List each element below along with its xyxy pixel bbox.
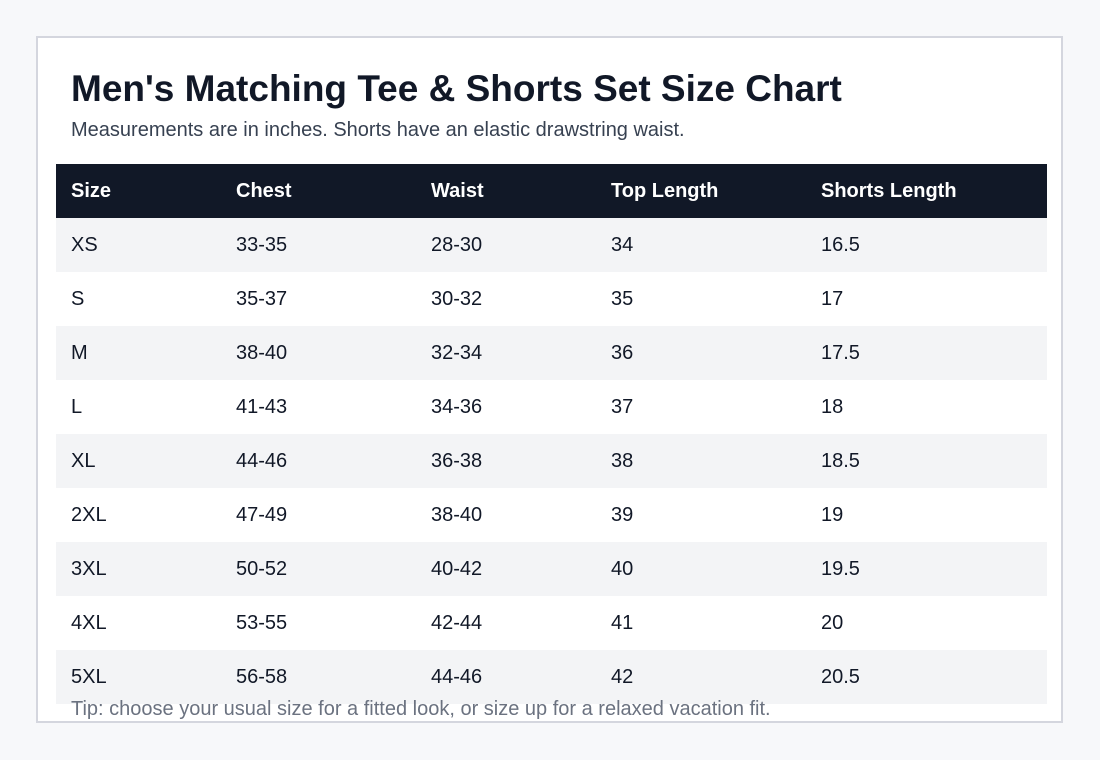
cell-shorts-length: 20.5 xyxy=(806,650,1047,704)
cell-waist: 34-36 xyxy=(416,380,596,434)
cell-shorts-length: 16.5 xyxy=(806,218,1047,272)
size-chart-card: Men's Matching Tee & Shorts Set Size Cha… xyxy=(36,36,1063,723)
cell-waist: 36-38 xyxy=(416,434,596,488)
cell-shorts-length: 19 xyxy=(806,488,1047,542)
cell-top-length: 36 xyxy=(596,326,806,380)
cell-shorts-length: 18 xyxy=(806,380,1047,434)
cell-shorts-length: 20 xyxy=(806,596,1047,650)
cell-top-length: 39 xyxy=(596,488,806,542)
table-row: 4XL 53-55 42-44 41 20 xyxy=(56,596,1047,650)
page-title: Men's Matching Tee & Shorts Set Size Cha… xyxy=(71,68,842,109)
header-chest: Chest xyxy=(221,164,416,218)
cell-waist: 32-34 xyxy=(416,326,596,380)
header-top-length: Top Length xyxy=(596,164,806,218)
cell-chest: 33-35 xyxy=(221,218,416,272)
cell-waist: 42-44 xyxy=(416,596,596,650)
cell-shorts-length: 19.5 xyxy=(806,542,1047,596)
cell-chest: 56-58 xyxy=(221,650,416,704)
cell-chest: 41-43 xyxy=(221,380,416,434)
table-row: S 35-37 30-32 35 17 xyxy=(56,272,1047,326)
cell-waist: 28-30 xyxy=(416,218,596,272)
cell-shorts-length: 18.5 xyxy=(806,434,1047,488)
cell-top-length: 37 xyxy=(596,380,806,434)
cell-size: 2XL xyxy=(56,488,221,542)
cell-top-length: 41 xyxy=(596,596,806,650)
cell-waist: 38-40 xyxy=(416,488,596,542)
cell-waist: 44-46 xyxy=(416,650,596,704)
cell-waist: 40-42 xyxy=(416,542,596,596)
table-row: M 38-40 32-34 36 17.5 xyxy=(56,326,1047,380)
table-row: XS 33-35 28-30 34 16.5 xyxy=(56,218,1047,272)
table-row: L 41-43 34-36 37 18 xyxy=(56,380,1047,434)
cell-size: 3XL xyxy=(56,542,221,596)
table-row: 2XL 47-49 38-40 39 19 xyxy=(56,488,1047,542)
cell-size: L xyxy=(56,380,221,434)
header-size: Size xyxy=(56,164,221,218)
cell-size: 4XL xyxy=(56,596,221,650)
cell-top-length: 34 xyxy=(596,218,806,272)
cell-top-length: 40 xyxy=(596,542,806,596)
cell-size: XS xyxy=(56,218,221,272)
cell-chest: 44-46 xyxy=(221,434,416,488)
cell-chest: 38-40 xyxy=(221,326,416,380)
cell-waist: 30-32 xyxy=(416,272,596,326)
cell-chest: 53-55 xyxy=(221,596,416,650)
size-table: Size Chest Waist Top Length Shorts Lengt… xyxy=(56,164,1047,704)
table-row: 3XL 50-52 40-42 40 19.5 xyxy=(56,542,1047,596)
table-row: 5XL 56-58 44-46 42 20.5 xyxy=(56,650,1047,704)
cell-chest: 35-37 xyxy=(221,272,416,326)
page-subtitle: Measurements are in inches. Shorts have … xyxy=(71,119,685,141)
cell-size: 5XL xyxy=(56,650,221,704)
cell-size: XL xyxy=(56,434,221,488)
cell-shorts-length: 17.5 xyxy=(806,326,1047,380)
table-header-row: Size Chest Waist Top Length Shorts Lengt… xyxy=(56,164,1047,218)
cell-top-length: 35 xyxy=(596,272,806,326)
cell-chest: 47-49 xyxy=(221,488,416,542)
cell-top-length: 42 xyxy=(596,650,806,704)
cell-size: M xyxy=(56,326,221,380)
table-row: XL 44-46 36-38 38 18.5 xyxy=(56,434,1047,488)
header-waist: Waist xyxy=(416,164,596,218)
cell-chest: 50-52 xyxy=(221,542,416,596)
cell-top-length: 38 xyxy=(596,434,806,488)
fit-tip: Tip: choose your usual size for a fitted… xyxy=(71,698,771,720)
cell-shorts-length: 17 xyxy=(806,272,1047,326)
header-shorts-length: Shorts Length xyxy=(806,164,1047,218)
cell-size: S xyxy=(56,272,221,326)
